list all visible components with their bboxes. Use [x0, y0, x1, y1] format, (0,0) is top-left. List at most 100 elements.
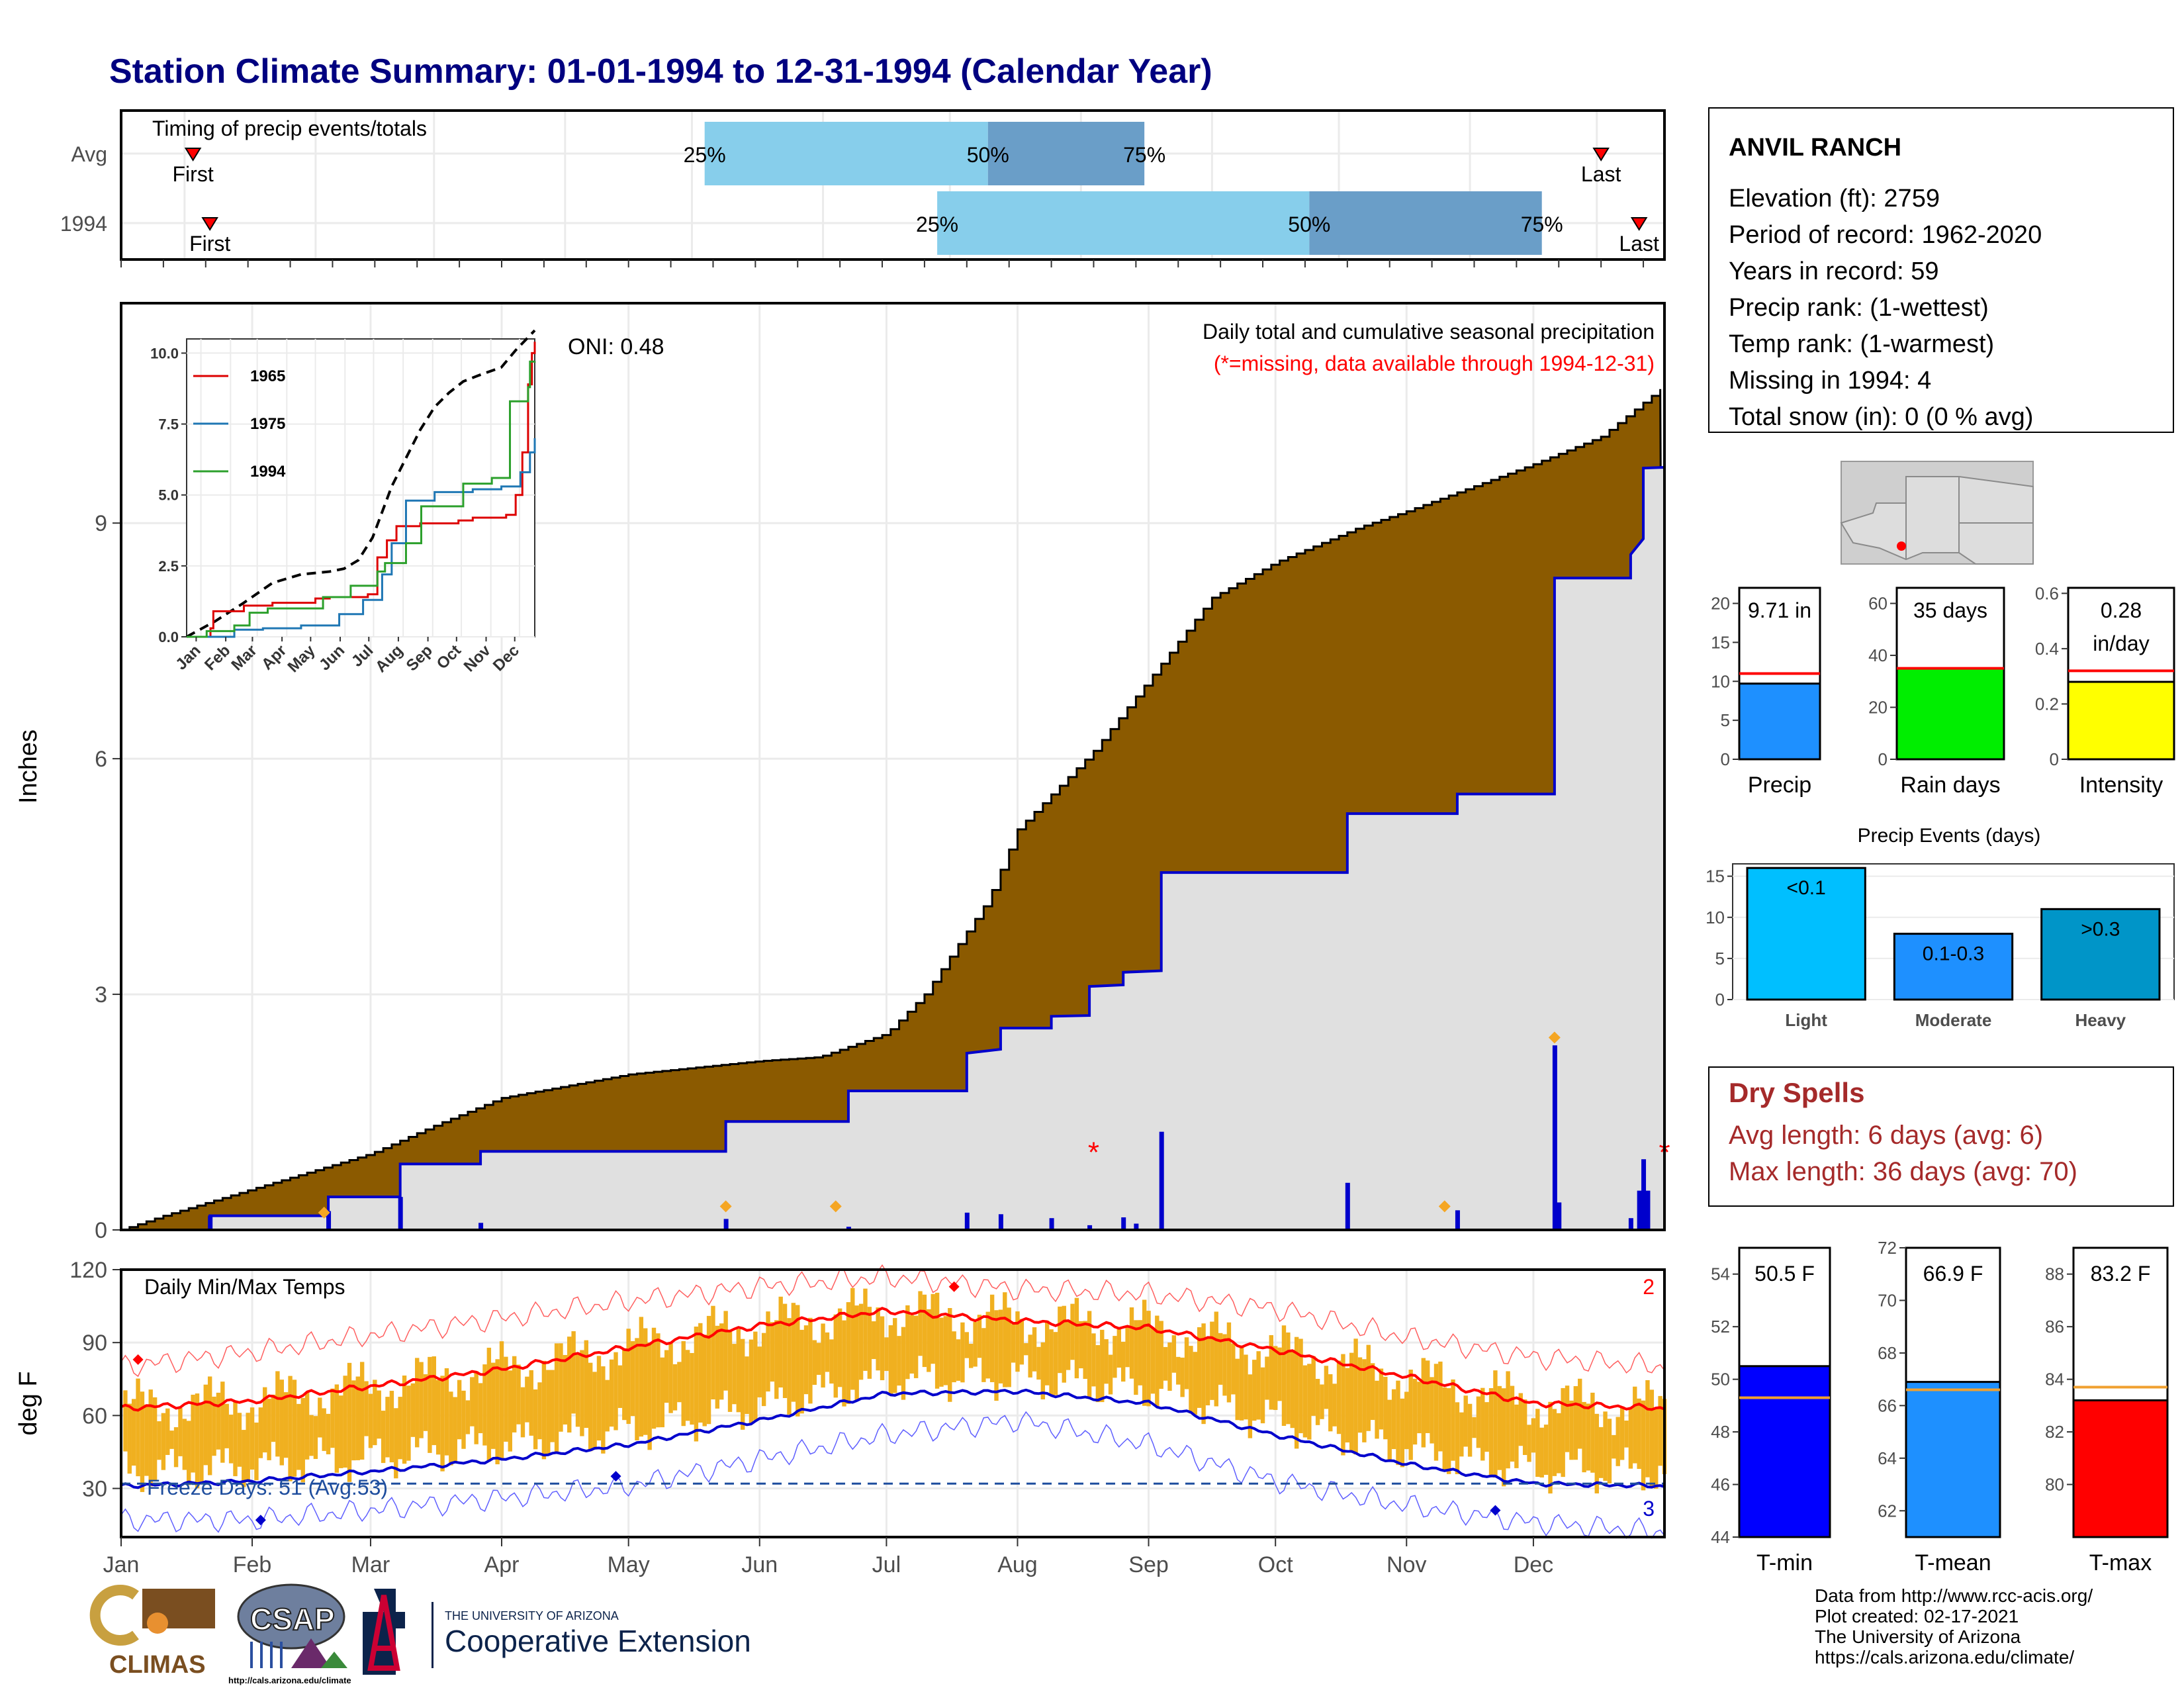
daily-precip-bar	[1159, 1131, 1164, 1230]
temp-summary-ytick-label: 80	[2045, 1475, 2064, 1495]
daily-temp-bar	[512, 1356, 517, 1432]
daily-temp-bar	[651, 1327, 657, 1429]
daily-temp-bar	[385, 1397, 390, 1458]
temp-summary-label: T-min	[1756, 1550, 1813, 1575]
daily-temp-bar	[706, 1315, 711, 1425]
summary-value-label: 9.71 in	[1748, 598, 1811, 622]
event-marker	[829, 1200, 842, 1213]
daily-temp-bar	[1438, 1361, 1443, 1452]
summary-ytick-label: 0	[1721, 749, 1730, 769]
daily-temp-bar	[816, 1342, 821, 1375]
daily-temp-bar	[1649, 1389, 1655, 1487]
ua-big-text: Cooperative Extension	[445, 1624, 751, 1658]
footer-line: Data from http://www.rcc-acis.org/	[1815, 1585, 2093, 1606]
daily-temp-bar	[799, 1329, 804, 1414]
daily-temp-bar	[647, 1342, 652, 1450]
daily-temp-bar	[584, 1340, 588, 1429]
daily-temp-bar	[880, 1316, 885, 1381]
daily-temp-bar	[1146, 1311, 1151, 1407]
event-marker	[1438, 1200, 1451, 1213]
daily-temp-bar	[1129, 1307, 1134, 1379]
station-line: Years in record: 59	[1729, 258, 1939, 285]
events-ytick-label: 10	[1706, 908, 1725, 927]
daily-precip-bar	[1637, 1190, 1642, 1230]
daily-temp-bar	[1163, 1346, 1168, 1381]
inset-series-1994	[187, 360, 536, 638]
footer-line: The University of Arizona	[1815, 1626, 2021, 1647]
daily-temp-bar	[402, 1375, 407, 1464]
first-marker	[184, 148, 202, 162]
daily-temp-bar	[1302, 1365, 1308, 1438]
daily-temp-bar	[351, 1380, 356, 1461]
temp-summary-ytick-label: 68	[1878, 1343, 1897, 1363]
daily-temp-bar	[732, 1344, 737, 1405]
daily-temp-bar	[685, 1350, 690, 1421]
daily-temp-bar	[1615, 1417, 1620, 1466]
daily-precip-bar	[326, 1211, 332, 1230]
daily-temp-bar	[161, 1413, 166, 1470]
daily-temp-bar	[1239, 1345, 1244, 1421]
daily-temp-bar	[934, 1292, 940, 1389]
climas-logo: CLIMAS	[89, 1585, 215, 1679]
timing-row-label: 1994	[60, 212, 107, 236]
temp-summary-bar-T-min	[1738, 1365, 1831, 1538]
daily-temp-bar	[228, 1415, 234, 1464]
temp-summary-ytick-label: 86	[2045, 1317, 2064, 1336]
temp-title: Daily Min/Max Temps	[144, 1275, 345, 1299]
normal-max-line	[120, 1307, 1665, 1412]
daily-precip-bar	[208, 1215, 213, 1230]
daily-temp-bar	[588, 1362, 593, 1452]
daily-temp-bar	[964, 1332, 970, 1358]
daily-temp-bar	[1459, 1412, 1464, 1457]
temp-ytick-label: 30	[82, 1477, 107, 1502]
record-max-line	[120, 1264, 1665, 1378]
month-axis: Jan Feb Mar Apr May Jun Jul Aug Sep Oct Nov Dec	[103, 1537, 1553, 1577]
daily-temp-bar	[1007, 1307, 1011, 1387]
temp-summary-ytick-label: 70	[1878, 1290, 1897, 1310]
daily-temp-bar	[1404, 1391, 1409, 1450]
missing-marker: *	[1088, 1136, 1099, 1168]
daily-temp-bar	[453, 1397, 457, 1462]
daily-temp-bar	[1539, 1427, 1544, 1477]
daily-temp-bar	[554, 1343, 559, 1454]
temp-summary-label: T-max	[2089, 1550, 2152, 1575]
temp-ytick-label: 90	[82, 1331, 107, 1356]
record-min-line	[120, 1411, 1665, 1539]
last-marker	[1630, 217, 1648, 231]
temp-ylabel: deg F	[15, 1371, 42, 1435]
daily-temp-bar	[1028, 1335, 1032, 1378]
daily-temp-bar	[605, 1380, 610, 1432]
daily-precip-bar	[1134, 1223, 1139, 1230]
summary-ytick-label: 40	[1868, 645, 1888, 665]
daily-temp-bar	[1476, 1396, 1481, 1448]
timing-bar-50-75	[987, 122, 1145, 185]
daily-temp-bar	[943, 1316, 948, 1385]
daily-temp-bar	[318, 1397, 322, 1438]
daily-temp-bar	[567, 1336, 572, 1433]
daily-temp-bar	[1506, 1371, 1510, 1469]
daily-temp-bar	[1189, 1346, 1193, 1414]
daily-temp-bar	[279, 1380, 284, 1466]
temp-summary-ytick-label: 46	[1711, 1475, 1730, 1495]
daily-temp-bar	[1412, 1378, 1418, 1445]
daily-temp-bar	[905, 1305, 910, 1380]
daily-temp-bar	[563, 1354, 568, 1425]
dry-spells-title: Dry Spells	[1729, 1077, 1864, 1108]
daily-temp-bar	[1134, 1320, 1138, 1395]
footer-line: https://cals.arizona.edu/climate/	[1815, 1647, 2074, 1667]
daily-temp-bar	[1421, 1358, 1426, 1448]
daily-temp-bar	[461, 1390, 466, 1449]
daily-temp-bar	[1603, 1411, 1608, 1481]
daily-temp-bar	[749, 1339, 754, 1423]
daily-temp-bar	[1040, 1342, 1046, 1399]
daily-temp-bar	[1083, 1321, 1087, 1380]
daily-temp-bar	[664, 1350, 669, 1403]
daily-temp-bar	[1332, 1383, 1337, 1427]
daily-temp-bar	[516, 1364, 521, 1425]
daily-temp-bar	[377, 1390, 381, 1439]
daily-temp-bar	[622, 1348, 627, 1421]
daily-temp-bar	[1015, 1311, 1020, 1372]
inset-legend-label: 1994	[250, 463, 286, 481]
daily-temp-bar	[1248, 1374, 1253, 1438]
daily-temp-bar	[909, 1315, 914, 1374]
